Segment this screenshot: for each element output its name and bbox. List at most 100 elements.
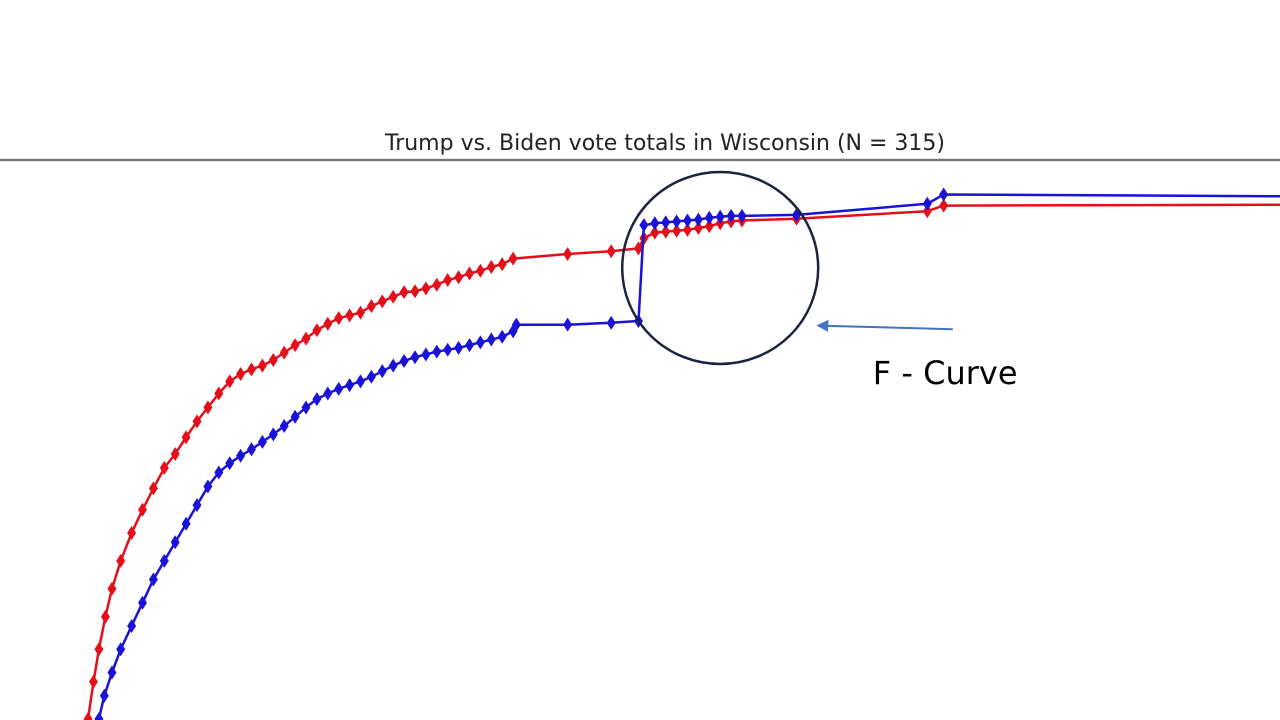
data-point-marker [497, 329, 507, 344]
data-point-marker [290, 409, 300, 424]
data-point-marker [116, 642, 126, 657]
data-point-marker [192, 498, 202, 513]
data-point-marker [672, 214, 682, 229]
data-point-marker [88, 674, 98, 689]
data-point-marker [268, 353, 278, 368]
data-point-marker [301, 331, 311, 346]
data-point-marker [939, 187, 949, 202]
data-point-marker [236, 366, 246, 381]
data-point-marker [475, 335, 485, 350]
annotation-label: F - Curve [873, 354, 1018, 392]
data-point-marker [138, 595, 147, 610]
data-point-marker [301, 400, 311, 415]
data-point-marker [432, 344, 442, 359]
data-point-marker [290, 338, 300, 353]
data-point-marker [94, 712, 104, 720]
data-point-marker [454, 340, 464, 355]
data-point-marker [661, 215, 671, 230]
data-point-marker [99, 688, 109, 703]
data-point-marker [366, 369, 376, 384]
data-point-marker [148, 572, 158, 587]
series-layer [83, 187, 1280, 720]
data-point-marker [100, 609, 110, 624]
series-1 [94, 187, 1280, 720]
data-point-marker [192, 414, 202, 429]
data-point-marker [486, 332, 496, 347]
data-point-marker [508, 251, 518, 266]
data-point-marker [203, 479, 213, 494]
data-point-marker [443, 342, 453, 357]
data-point-marker [939, 198, 949, 213]
data-point-marker [922, 196, 932, 211]
data-point-marker [606, 244, 616, 259]
data-point-marker [116, 553, 126, 568]
data-point-marker [511, 317, 521, 332]
data-point-marker [693, 220, 703, 235]
series-0 [83, 198, 1280, 720]
data-point-marker [388, 289, 398, 304]
data-point-marker [377, 364, 387, 379]
data-point-marker [683, 222, 692, 237]
data-point-marker [366, 299, 376, 314]
data-point-marker [247, 442, 256, 457]
data-point-marker [170, 535, 180, 550]
data-point-marker [323, 316, 333, 331]
data-point-marker [107, 665, 117, 680]
data-point-marker [465, 338, 474, 353]
data-point-marker [410, 350, 420, 365]
data-point-marker [268, 427, 278, 442]
data-point-marker [225, 374, 235, 389]
data-point-marker [170, 446, 180, 461]
data-point-marker [127, 526, 137, 540]
data-point-marker [633, 241, 643, 256]
data-point-marker [312, 392, 322, 407]
data-point-marker [432, 277, 442, 292]
chart-title: Trump vs. Biden vote totals in Wisconsin… [384, 131, 945, 156]
data-point-marker [475, 263, 485, 278]
data-point-marker [279, 345, 289, 360]
data-point-marker [672, 223, 682, 238]
data-point-marker [225, 456, 235, 471]
data-point-marker [257, 434, 267, 449]
highlight-circle [620, 170, 820, 366]
data-point-marker [334, 311, 344, 326]
data-point-marker [127, 619, 137, 633]
data-point-marker [421, 281, 431, 296]
data-point-marker [323, 386, 333, 401]
data-point-marker [148, 481, 158, 496]
data-point-marker [356, 374, 365, 389]
data-point-marker [356, 305, 365, 320]
data-point-marker [94, 642, 104, 657]
data-point-marker [399, 353, 409, 368]
data-point-marker [454, 270, 464, 285]
data-point-marker [159, 553, 169, 568]
series-line [97, 193, 1280, 720]
data-point-marker [465, 266, 474, 281]
data-point-marker [650, 216, 660, 231]
data-point-marker [399, 285, 409, 300]
data-point-marker [159, 460, 169, 475]
data-point-marker [214, 386, 224, 401]
data-point-marker [107, 581, 117, 596]
data-point-marker [704, 219, 714, 234]
data-point-marker [334, 381, 344, 396]
data-point-marker [203, 400, 213, 415]
data-point-marker [377, 294, 387, 309]
data-point-marker [563, 247, 573, 261]
data-point-marker [683, 213, 692, 228]
data-point-marker [497, 257, 507, 272]
data-point-marker [922, 204, 932, 219]
data-point-marker [639, 218, 649, 233]
data-point-marker [312, 323, 322, 338]
data-point-marker [257, 358, 267, 373]
data-point-marker [345, 378, 355, 393]
data-point-marker [606, 315, 616, 330]
annotation-layer: F - Curve [620, 170, 1018, 392]
data-point-marker [138, 502, 147, 517]
data-point-marker [650, 225, 660, 240]
data-point-marker [181, 430, 191, 445]
data-point-marker [83, 712, 93, 720]
data-point-marker [726, 208, 736, 223]
data-point-marker [421, 347, 431, 362]
